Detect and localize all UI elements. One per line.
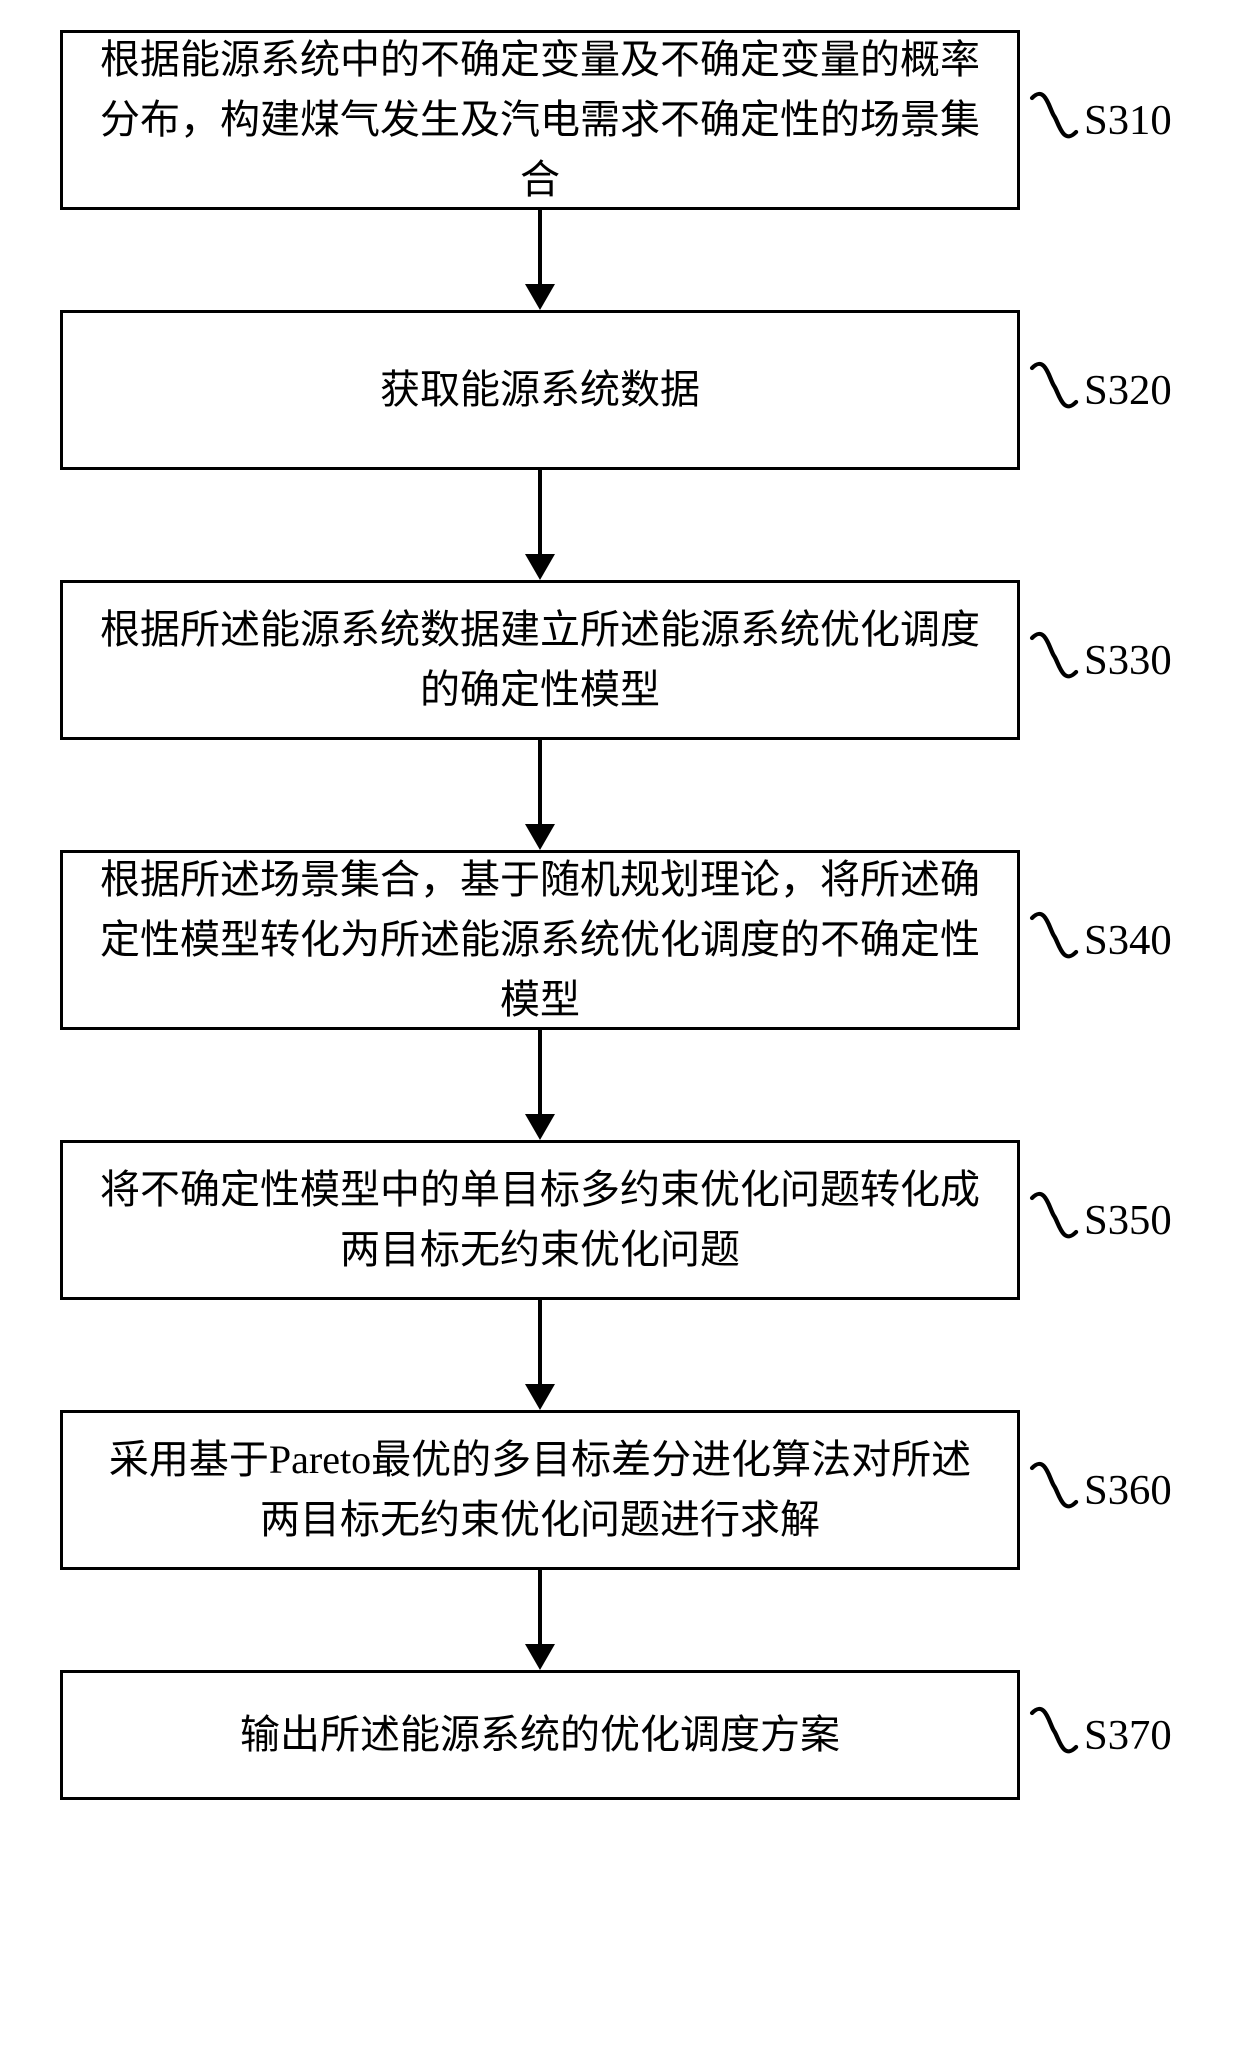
flow-step-box: 根据所述能源系统数据建立所述能源系统优化调度的确定性模型 [60, 580, 1020, 740]
flow-step-id: S320 [1084, 366, 1172, 415]
flow-arrow [60, 1570, 1020, 1670]
arrow-line [538, 470, 542, 554]
flow-step-row: 根据能源系统中的不确定变量及不确定变量的概率分布，构建煤气发生及汽电需求不确定性… [60, 30, 1180, 210]
flow-step-text: 根据所述能源系统数据建立所述能源系统优化调度的确定性模型 [93, 600, 987, 720]
brace-icon [1028, 1180, 1079, 1261]
flow-step-id: S350 [1084, 1196, 1172, 1245]
flow-step-id: S370 [1084, 1711, 1172, 1760]
arrow-head-icon [525, 284, 555, 310]
flow-step-box: 根据所述场景集合，基于随机规划理论，将所述确定性模型转化为所述能源系统优化调度的… [60, 850, 1020, 1030]
flow-step-row: 输出所述能源系统的优化调度方案 S370 [60, 1670, 1180, 1800]
flow-arrow [60, 1030, 1020, 1140]
flow-arrow [60, 210, 1020, 310]
flow-arrow [60, 470, 1020, 580]
flow-step-box: 获取能源系统数据 [60, 310, 1020, 470]
flow-step-text: 将不确定性模型中的单目标多约束优化问题转化成两目标无约束优化问题 [93, 1160, 987, 1280]
brace-icon [1028, 80, 1079, 161]
flow-step-box: 将不确定性模型中的单目标多约束优化问题转化成两目标无约束优化问题 [60, 1140, 1020, 1300]
flow-step-row: 获取能源系统数据 S320 [60, 310, 1180, 470]
flow-step-text: 采用基于Pareto最优的多目标差分进化算法对所述两目标无约束优化问题进行求解 [93, 1430, 987, 1550]
flow-step-label-group: S320 [1030, 350, 1172, 431]
flow-step-label-group: S330 [1030, 620, 1172, 701]
brace-icon [1028, 900, 1079, 981]
flow-step-text: 输出所述能源系统的优化调度方案 [240, 1705, 840, 1765]
flow-step-label-group: S370 [1030, 1695, 1172, 1776]
flow-step-label-group: S350 [1030, 1180, 1172, 1261]
flow-step-row: 根据所述能源系统数据建立所述能源系统优化调度的确定性模型 S330 [60, 580, 1180, 740]
flow-step-id: S340 [1084, 916, 1172, 965]
flow-step-id: S360 [1084, 1466, 1172, 1515]
brace-icon [1028, 1450, 1079, 1531]
flow-step-label-group: S340 [1030, 900, 1172, 981]
arrow-line [538, 1030, 542, 1114]
flow-step-row: 将不确定性模型中的单目标多约束优化问题转化成两目标无约束优化问题 S350 [60, 1140, 1180, 1300]
arrow-head-icon [525, 1114, 555, 1140]
flow-step-row: 根据所述场景集合，基于随机规划理论，将所述确定性模型转化为所述能源系统优化调度的… [60, 850, 1180, 1030]
flow-step-box: 根据能源系统中的不确定变量及不确定变量的概率分布，构建煤气发生及汽电需求不确定性… [60, 30, 1020, 210]
brace-icon [1028, 620, 1079, 701]
flowchart-container: 根据能源系统中的不确定变量及不确定变量的概率分布，构建煤气发生及汽电需求不确定性… [60, 30, 1180, 1800]
arrow-head-icon [525, 1644, 555, 1670]
flow-step-box: 输出所述能源系统的优化调度方案 [60, 1670, 1020, 1800]
flow-arrow [60, 1300, 1020, 1410]
flow-step-text: 根据能源系统中的不确定变量及不确定变量的概率分布，构建煤气发生及汽电需求不确定性… [93, 30, 987, 210]
flow-step-box: 采用基于Pareto最优的多目标差分进化算法对所述两目标无约束优化问题进行求解 [60, 1410, 1020, 1570]
flow-arrow [60, 740, 1020, 850]
arrow-head-icon [525, 824, 555, 850]
arrow-line [538, 1300, 542, 1384]
brace-icon [1028, 350, 1079, 431]
flow-step-id: S330 [1084, 636, 1172, 685]
flow-step-label-group: S360 [1030, 1450, 1172, 1531]
brace-icon [1028, 1695, 1079, 1776]
flow-step-id: S310 [1084, 96, 1172, 145]
arrow-line [538, 740, 542, 824]
arrow-head-icon [525, 1384, 555, 1410]
arrow-head-icon [525, 554, 555, 580]
flow-step-label-group: S310 [1030, 80, 1172, 161]
arrow-line [538, 210, 542, 284]
flow-step-row: 采用基于Pareto最优的多目标差分进化算法对所述两目标无约束优化问题进行求解 S… [60, 1410, 1180, 1570]
flow-step-text: 获取能源系统数据 [380, 360, 700, 420]
arrow-line [538, 1570, 542, 1644]
flow-step-text: 根据所述场景集合，基于随机规划理论，将所述确定性模型转化为所述能源系统优化调度的… [93, 850, 987, 1030]
